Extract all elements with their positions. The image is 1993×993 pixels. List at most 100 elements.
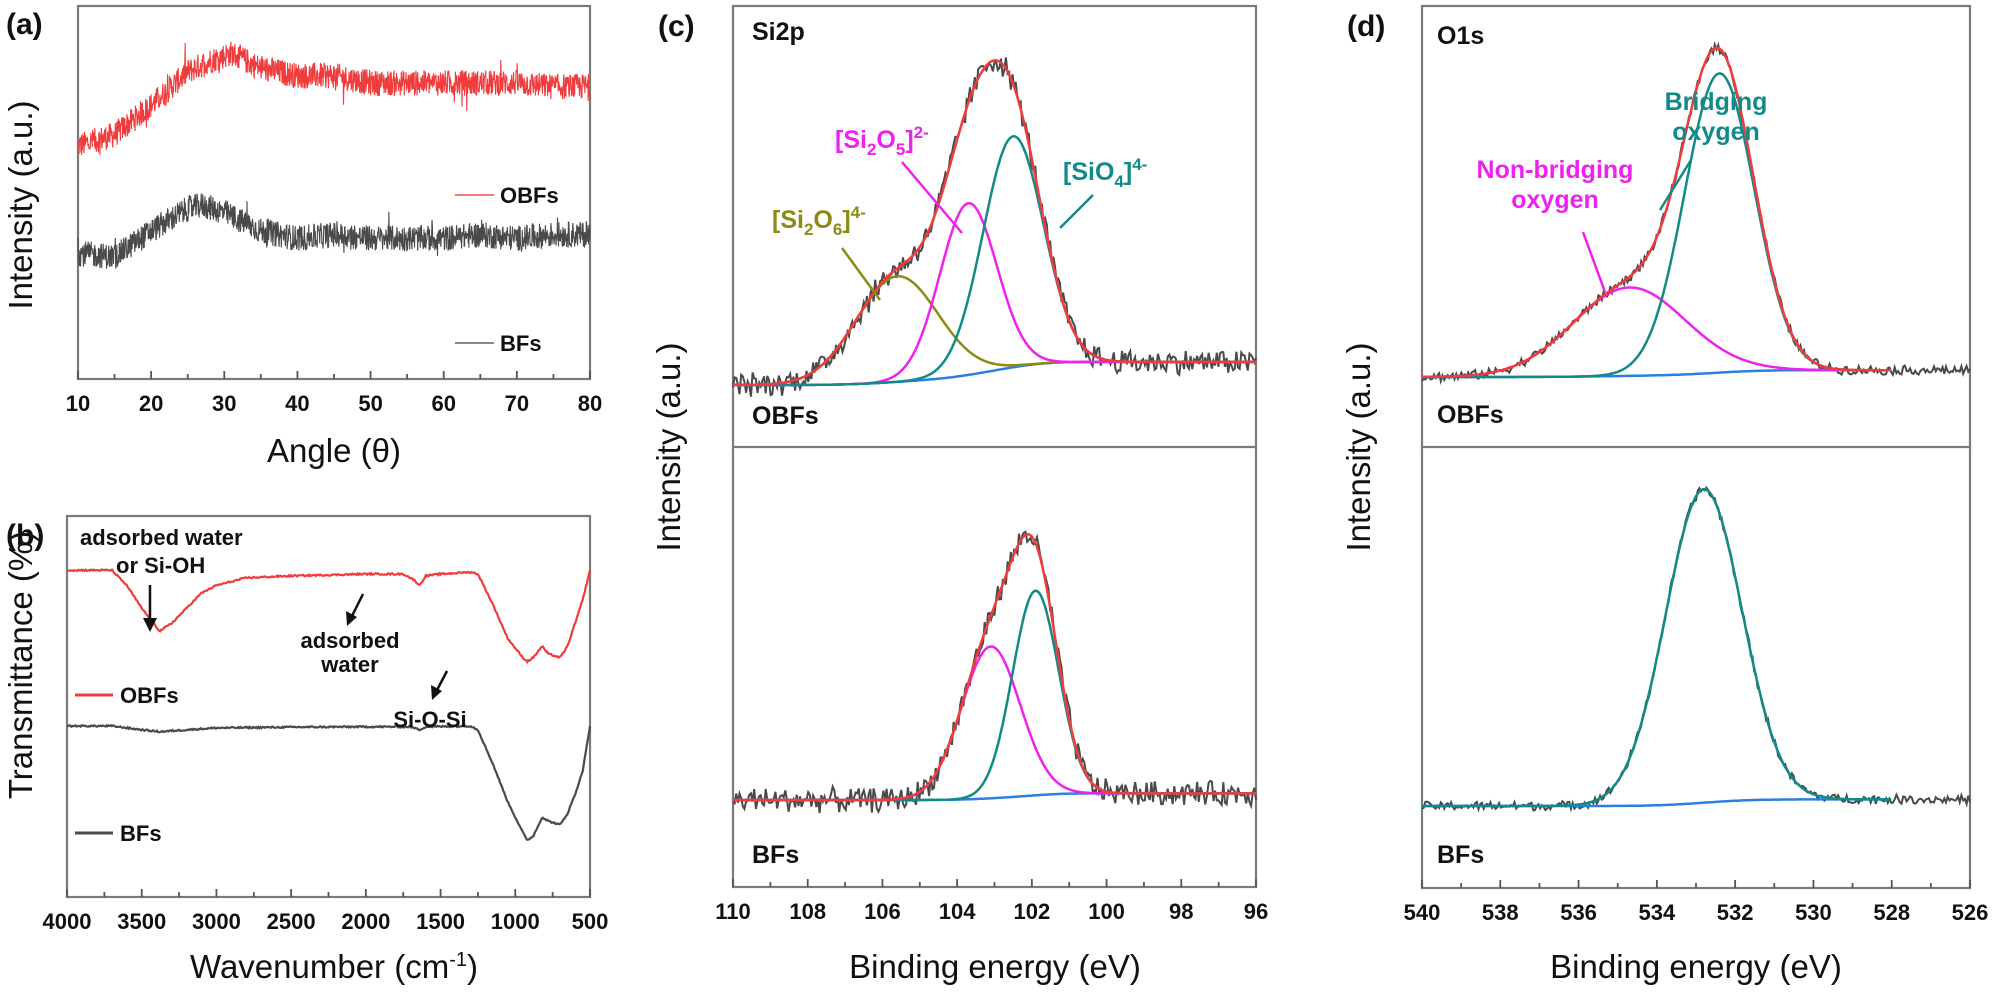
- arrowhead-si-oh: [143, 618, 157, 632]
- annotation-adsorbed-water-line2: water: [320, 652, 379, 677]
- x-c-tick-label: 100: [1088, 899, 1125, 924]
- leader-bridging: [1658, 159, 1693, 211]
- x-d-tick-label: 538: [1482, 900, 1519, 925]
- component-bridging-oxygen-obfs: [1422, 72, 1892, 379]
- label-si2o6: [Si2O6]4-: [772, 203, 866, 239]
- series-bfs-b: [66, 723, 592, 841]
- x-a-tick-label: 10: [66, 391, 90, 416]
- x-ticks-c: 110 108 106 104 102 100 98 96: [715, 879, 1268, 924]
- panel-label-c: (c): [658, 10, 695, 43]
- x-a-tick-label: 80: [578, 391, 602, 416]
- x-ticks-d: 540 538 536 534 532 530 528 526: [1404, 880, 1989, 925]
- xlabel-a: Angle (θ): [267, 432, 401, 469]
- x-c-tick-label: 104: [939, 899, 976, 924]
- ylabel-c: Intensity (a.u.): [650, 342, 687, 551]
- x-c-tick-label: 98: [1169, 899, 1193, 924]
- series-obfs-a: [77, 41, 591, 156]
- x-b-tick-label: 3000: [192, 909, 241, 934]
- legend-label-bfs-b: BFs: [120, 821, 162, 846]
- xlabel-d: Binding energy (eV): [1550, 948, 1842, 985]
- x-d-tick-label: 526: [1952, 900, 1989, 925]
- legend-label-obfs-b: OBFs: [120, 683, 179, 708]
- x-c-tick-label: 108: [789, 899, 826, 924]
- annotation-si-o-si: Si-O-Si: [393, 707, 466, 732]
- annotation-adsorbed-water-si-oh-line2: or Si-OH: [116, 553, 205, 578]
- envelope-obfs: [1422, 46, 1892, 379]
- xlabel-b: Wavenumber (cm-1): [190, 948, 478, 985]
- x-d-tick-label: 532: [1717, 900, 1754, 925]
- title-d: O1s: [1437, 22, 1484, 50]
- component-bridging-oxygen-bfs: [1422, 487, 1892, 808]
- panel-d: (d) Intensity (a.u.) O1s 540 538 536 534 532…: [1340, 4, 1989, 985]
- leader-sio4: [1059, 194, 1094, 229]
- sample-label-obfs-d: OBFs: [1437, 401, 1504, 429]
- x-d-tick-label: 530: [1795, 900, 1832, 925]
- legend-label-bfs-a: BFs: [500, 331, 542, 356]
- ylabel-a: Intensity (a.u.): [2, 100, 39, 309]
- panel-c: (c) Intensity (a.u.) Si2p 110 108 106 104 10…: [650, 4, 1268, 985]
- component-non-bridging-oxygen-obfs: [1422, 286, 1892, 379]
- series-group-d: [1421, 40, 1971, 813]
- panel-label-b: (b): [6, 519, 44, 552]
- arrow-si-o-si: [435, 670, 449, 691]
- series-group-a: [77, 41, 591, 269]
- x-b-tick-label: 1000: [491, 909, 540, 934]
- label-bridging-line1: Bridging: [1665, 88, 1768, 116]
- sample-label-bfs-c: BFs: [752, 841, 799, 869]
- x-ticks-b: 4000 3500 3000 2500 2000 1500 1000 500: [43, 889, 609, 934]
- label-sio4: [SiO4]4-: [1063, 155, 1147, 191]
- x-c-tick-label: 102: [1013, 899, 1050, 924]
- x-b-tick-label: 1500: [416, 909, 465, 934]
- raw-spectrum-bfs: [1421, 485, 1971, 813]
- panel-b: (b) Transmittance (%) 4000 3500 3000 2500 20…: [2, 514, 609, 985]
- label-bridging-line2: oxygen: [1672, 118, 1760, 146]
- panel-label-a: (a): [6, 8, 43, 41]
- leader-non-bridging: [1581, 231, 1607, 293]
- x-a-tick-label: 40: [285, 391, 309, 416]
- label-non-bridging-line2: oxygen: [1511, 186, 1599, 214]
- x-c-tick-label: 110: [715, 899, 751, 924]
- legend-label-obfs-a: OBFs: [500, 183, 559, 208]
- label-non-bridging-line1: Non-bridging: [1477, 156, 1634, 184]
- arrowhead-si-o-si: [431, 685, 442, 700]
- annotation-adsorbed-water-line1: adsorbed: [300, 628, 399, 653]
- x-a-tick-label: 20: [139, 391, 163, 416]
- component--si2o5-2--bfs: [733, 645, 1256, 802]
- panel-label-d: (d): [1347, 10, 1385, 43]
- x-c-tick-label: 106: [864, 899, 901, 924]
- raw-spectrum-obfs: [732, 57, 1257, 397]
- component--sio4-4--bfs: [733, 589, 1256, 802]
- x-d-tick-label: 534: [1638, 900, 1675, 925]
- x-b-tick-label: 2000: [341, 909, 390, 934]
- x-a-tick-label: 70: [505, 391, 529, 416]
- title-c: Si2p: [752, 18, 805, 46]
- raw-spectrum-bfs: [732, 530, 1257, 814]
- x-c-tick-label: 96: [1244, 899, 1268, 924]
- leader-si2o6: [840, 247, 882, 301]
- ylabel-d: Intensity (a.u.): [1340, 342, 1377, 551]
- x-b-tick-label: 4000: [43, 909, 92, 934]
- annotation-adsorbed-water-si-oh-line1: adsorbed water: [80, 525, 243, 550]
- x-b-tick-label: 3500: [117, 909, 166, 934]
- panel-a: (a) Intensity (a.u.) 10 20 30 40 50 60 70 80 An…: [2, 4, 602, 469]
- x-d-tick-label: 528: [1873, 900, 1910, 925]
- label-si2o5: [Si2O5]2-: [835, 123, 929, 159]
- series-group-c: [732, 57, 1257, 814]
- x-d-tick-label: 536: [1560, 900, 1597, 925]
- x-ticks-a: 10 20 30 40 50 60 70 80: [66, 371, 602, 416]
- x-b-tick-label: 2500: [267, 909, 316, 934]
- x-b-tick-label: 500: [572, 909, 609, 934]
- arrowhead-adsorbed-water: [346, 611, 357, 626]
- envelope-obfs: [733, 59, 1256, 387]
- ylabel-b: Transmittance (%): [2, 531, 39, 799]
- xlabel-c: Binding energy (eV): [849, 948, 1141, 985]
- x-a-tick-label: 30: [212, 391, 236, 416]
- leader-si2o5: [901, 161, 963, 234]
- sample-label-obfs-c: OBFs: [752, 402, 819, 430]
- x-a-tick-label: 60: [431, 391, 455, 416]
- x-d-tick-label: 540: [1404, 900, 1441, 925]
- series-bfs-a: [77, 193, 591, 269]
- envelope-bfs: [733, 533, 1256, 802]
- arrow-adsorbed-water: [350, 593, 365, 617]
